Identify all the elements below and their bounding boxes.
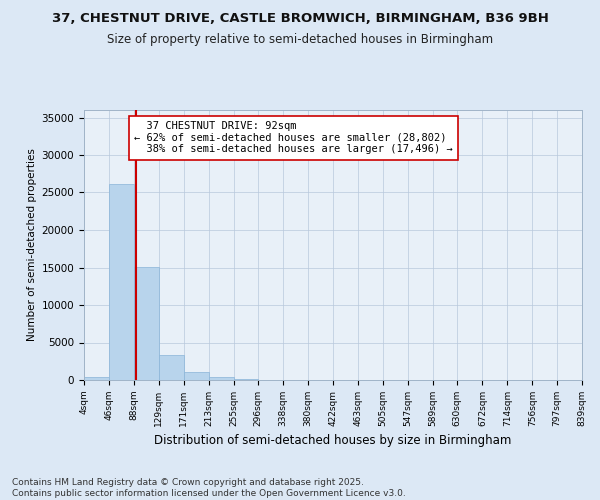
Bar [209,376,233,380]
Text: Size of property relative to semi-detached houses in Birmingham: Size of property relative to semi-detach… [107,32,493,46]
Text: 37 CHESTNUT DRIVE: 92sqm
← 62% of semi-detached houses are smaller (28,802)
  38: 37 CHESTNUT DRIVE: 92sqm ← 62% of semi-d… [134,121,453,154]
Text: Contains HM Land Registry data © Crown copyright and database right 2025.
Contai: Contains HM Land Registry data © Crown c… [12,478,406,498]
Bar [84,377,109,380]
Bar [184,372,209,380]
Bar [233,379,258,380]
Bar [109,184,134,380]
Bar [134,267,158,380]
Bar [158,354,184,380]
Text: 37, CHESTNUT DRIVE, CASTLE BROMWICH, BIRMINGHAM, B36 9BH: 37, CHESTNUT DRIVE, CASTLE BROMWICH, BIR… [52,12,548,26]
X-axis label: Distribution of semi-detached houses by size in Birmingham: Distribution of semi-detached houses by … [154,434,512,448]
Y-axis label: Number of semi-detached properties: Number of semi-detached properties [28,148,37,342]
